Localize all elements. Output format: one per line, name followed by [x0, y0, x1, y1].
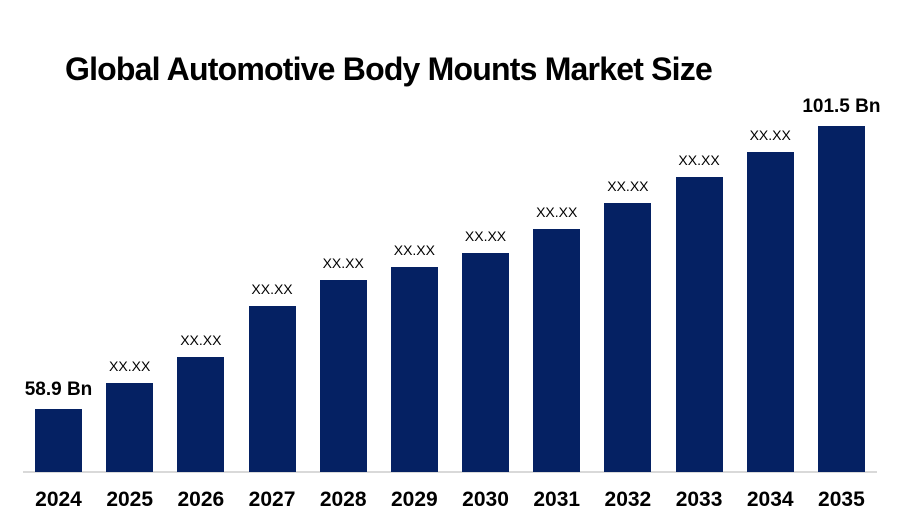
x-axis-tick-label: 2034 [746, 488, 794, 511]
bar-group: XX.XX 2031 [533, 0, 581, 510]
x-axis-tick-label: 2024 [35, 488, 82, 511]
bar-value-label: 58.9 Bn [24, 379, 93, 401]
bar-group: XX.XX 2032 [604, 0, 652, 510]
bar-value-label: XX.XX [607, 177, 649, 194]
bar-group: XX.XX 2030 [462, 0, 510, 510]
bar-group: XX.XX 2034 [746, 0, 794, 510]
bar-group: XX.XX 2026 [177, 0, 225, 510]
bar [746, 152, 794, 472]
bar [319, 280, 367, 472]
bar [390, 267, 438, 472]
bar-group: XX.XX 2033 [675, 0, 723, 510]
bar [675, 177, 723, 472]
x-axis-tick-label: 2027 [248, 488, 296, 511]
bar-group: XX.XX 2027 [248, 0, 296, 510]
bar [533, 229, 581, 472]
bar [35, 409, 82, 472]
x-axis-tick-label: 2035 [818, 488, 865, 511]
bar [604, 203, 652, 472]
bar [462, 253, 510, 472]
x-axis-tick-label: 2033 [675, 488, 723, 511]
bar-group: XX.XX 2028 [319, 0, 367, 510]
bar-value-label: XX.XX [536, 203, 578, 220]
bar-value-label: XX.XX [393, 241, 435, 258]
x-axis-tick-label: 2026 [177, 488, 225, 511]
bar-value-label: XX.XX [464, 227, 507, 244]
x-axis-tick-label: 2031 [533, 488, 581, 511]
x-axis-tick-label: 2025 [106, 488, 154, 511]
bar-group: 101.5 Bn 2035 [802, 0, 880, 510]
bar [177, 357, 225, 472]
x-axis-line [23, 471, 877, 473]
bar-value-label: XX.XX [180, 331, 222, 348]
bar-group: XX.XX 2029 [390, 0, 438, 510]
bar-group: 58.9 Bn 2024 [25, 0, 93, 510]
bar-value-label: XX.XX [749, 126, 791, 143]
bars-container: 58.9 Bn 2024 XX.XX 2025 XX.XX 2026 XX.XX… [25, 0, 881, 510]
bar-value-label: XX.XX [678, 151, 720, 168]
x-axis-tick-label: 2032 [604, 488, 652, 511]
bar-value-label: 101.5 Bn [802, 96, 881, 118]
bar-value-label: XX.XX [251, 280, 293, 297]
bar-group: XX.XX 2025 [106, 0, 154, 510]
x-axis-tick-label: 2029 [391, 488, 438, 511]
bar-value-label: XX.XX [322, 254, 364, 271]
bar [817, 126, 865, 472]
x-axis-tick-label: 2028 [319, 488, 367, 511]
chart-title: Global Automotive Body Mounts Market Siz… [65, 51, 713, 87]
bar [106, 383, 154, 472]
bar [248, 306, 296, 472]
x-axis-tick-label: 2030 [462, 488, 509, 511]
bar-value-label: XX.XX [109, 357, 151, 374]
